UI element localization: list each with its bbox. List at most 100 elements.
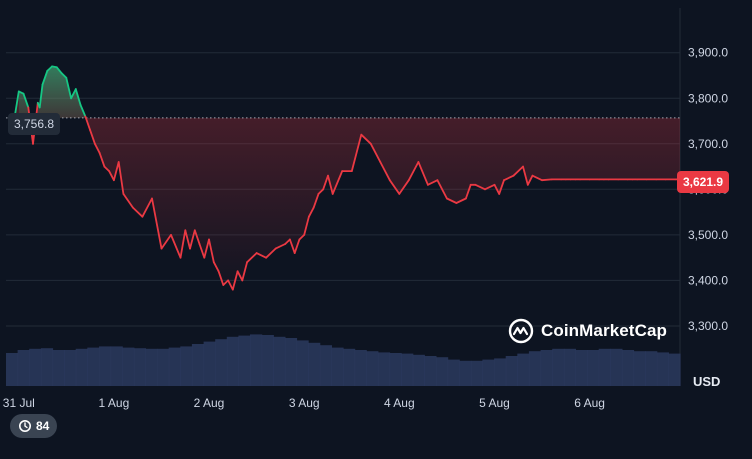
brand-name: CoinMarketCap xyxy=(541,321,667,340)
price-line-segment xyxy=(426,179,439,186)
price-line-segment xyxy=(184,229,191,250)
volume-bar xyxy=(87,347,100,386)
price-line-segment xyxy=(94,142,101,154)
price-line-segment xyxy=(179,229,187,259)
price-line-segment xyxy=(227,279,234,291)
history-button[interactable]: 84 xyxy=(10,414,58,438)
volume-bar xyxy=(40,348,54,386)
volume-bar xyxy=(540,350,553,386)
price-line-segment xyxy=(322,174,329,191)
volume-bar xyxy=(575,350,588,386)
volume-bar xyxy=(75,348,88,386)
price-line-segment xyxy=(531,174,543,182)
volume-bar xyxy=(633,351,646,386)
volume-bar xyxy=(168,347,181,386)
price-line-segment xyxy=(246,252,258,264)
volume-bar xyxy=(203,341,216,386)
price-line-segment xyxy=(284,238,291,245)
volume-bar xyxy=(6,353,19,386)
price-line-segment xyxy=(98,151,106,168)
volume-bar xyxy=(110,346,123,386)
price-line-segment xyxy=(79,104,87,118)
price-line-segment xyxy=(236,270,244,282)
y-tick-label: 3,900.0 xyxy=(688,46,728,60)
price-line-segment xyxy=(122,192,134,209)
price-line-segment xyxy=(222,279,230,286)
volume-bar xyxy=(308,342,321,386)
price-line-segment xyxy=(160,233,172,250)
volume-bar xyxy=(377,352,391,386)
volume-bar xyxy=(273,336,286,386)
volume-bar xyxy=(645,351,658,386)
volume-bar xyxy=(517,353,530,386)
area-fill-up xyxy=(18,66,86,118)
x-tick-label: 31 Jul xyxy=(3,396,35,410)
price-line-segment xyxy=(131,206,144,218)
volume-bar xyxy=(366,351,379,386)
price-line-segment xyxy=(288,238,296,255)
price-line-segment xyxy=(255,252,268,259)
price-line-segment xyxy=(388,179,401,195)
y-tick-label: 3,500.0 xyxy=(688,228,728,242)
price-line-segment xyxy=(327,174,334,195)
volume-bar xyxy=(133,348,146,386)
volume-bar xyxy=(482,359,495,386)
price-line-segment xyxy=(484,183,496,191)
volume-bar xyxy=(250,334,263,386)
price-line-segment xyxy=(60,72,68,79)
volume-bar xyxy=(343,348,356,386)
volume-bar xyxy=(64,350,77,386)
x-tick-label: 4 Aug xyxy=(384,396,415,410)
price-line-segment xyxy=(170,233,182,259)
volume-bar xyxy=(17,350,30,386)
price-line-segment xyxy=(89,129,96,145)
price-line-segment xyxy=(117,161,125,195)
volume-bar xyxy=(29,348,42,386)
volume-bar xyxy=(447,359,460,386)
volume-bar xyxy=(52,350,65,386)
volume-bar xyxy=(319,345,332,386)
price-line-segment xyxy=(22,92,30,109)
price-line-segment xyxy=(493,183,501,195)
price-line-segment xyxy=(208,238,215,264)
price-line-segment xyxy=(455,197,467,204)
price-line-segment xyxy=(217,270,225,286)
price-line-segment xyxy=(541,178,553,182)
volume-bar xyxy=(505,356,518,386)
price-line-segment xyxy=(203,238,210,259)
volume-bar xyxy=(401,353,414,386)
price-line-segment xyxy=(445,197,458,204)
volume-bar xyxy=(552,348,565,386)
price-line-segment xyxy=(293,238,301,255)
price-line-segment xyxy=(464,183,472,200)
price-line-segment xyxy=(46,65,53,72)
volume-bar xyxy=(563,348,576,386)
volume-bar xyxy=(587,350,600,386)
price-line-segment xyxy=(84,115,91,132)
price-line-segment xyxy=(108,170,115,182)
price-line-segment xyxy=(141,197,153,218)
volume-bar xyxy=(122,347,135,386)
y-tick-label: 3,700.0 xyxy=(688,137,728,151)
y-tick-label: 3,400.0 xyxy=(688,273,728,287)
coinmarketcap-logo-icon xyxy=(508,318,534,344)
volume-bar xyxy=(99,346,112,386)
x-tick-label: 3 Aug xyxy=(289,396,320,410)
volume-bar xyxy=(157,348,170,386)
price-line-segment xyxy=(379,161,391,182)
volume-bar xyxy=(215,339,228,386)
price-line-segment xyxy=(74,88,82,106)
y-axis-label: USD xyxy=(693,374,720,389)
price-line-segment xyxy=(331,170,344,195)
price-line-segment xyxy=(436,179,448,200)
price-line-segment xyxy=(360,133,372,145)
x-tick-label: 1 Aug xyxy=(99,396,130,410)
x-tick-label: 2 Aug xyxy=(194,396,225,410)
volume-bar xyxy=(424,356,437,386)
volume-bar xyxy=(621,350,635,386)
volume-bar xyxy=(145,348,158,386)
price-line-segment xyxy=(151,197,163,250)
price-line-segment xyxy=(55,66,63,75)
volume-bar xyxy=(494,358,507,386)
